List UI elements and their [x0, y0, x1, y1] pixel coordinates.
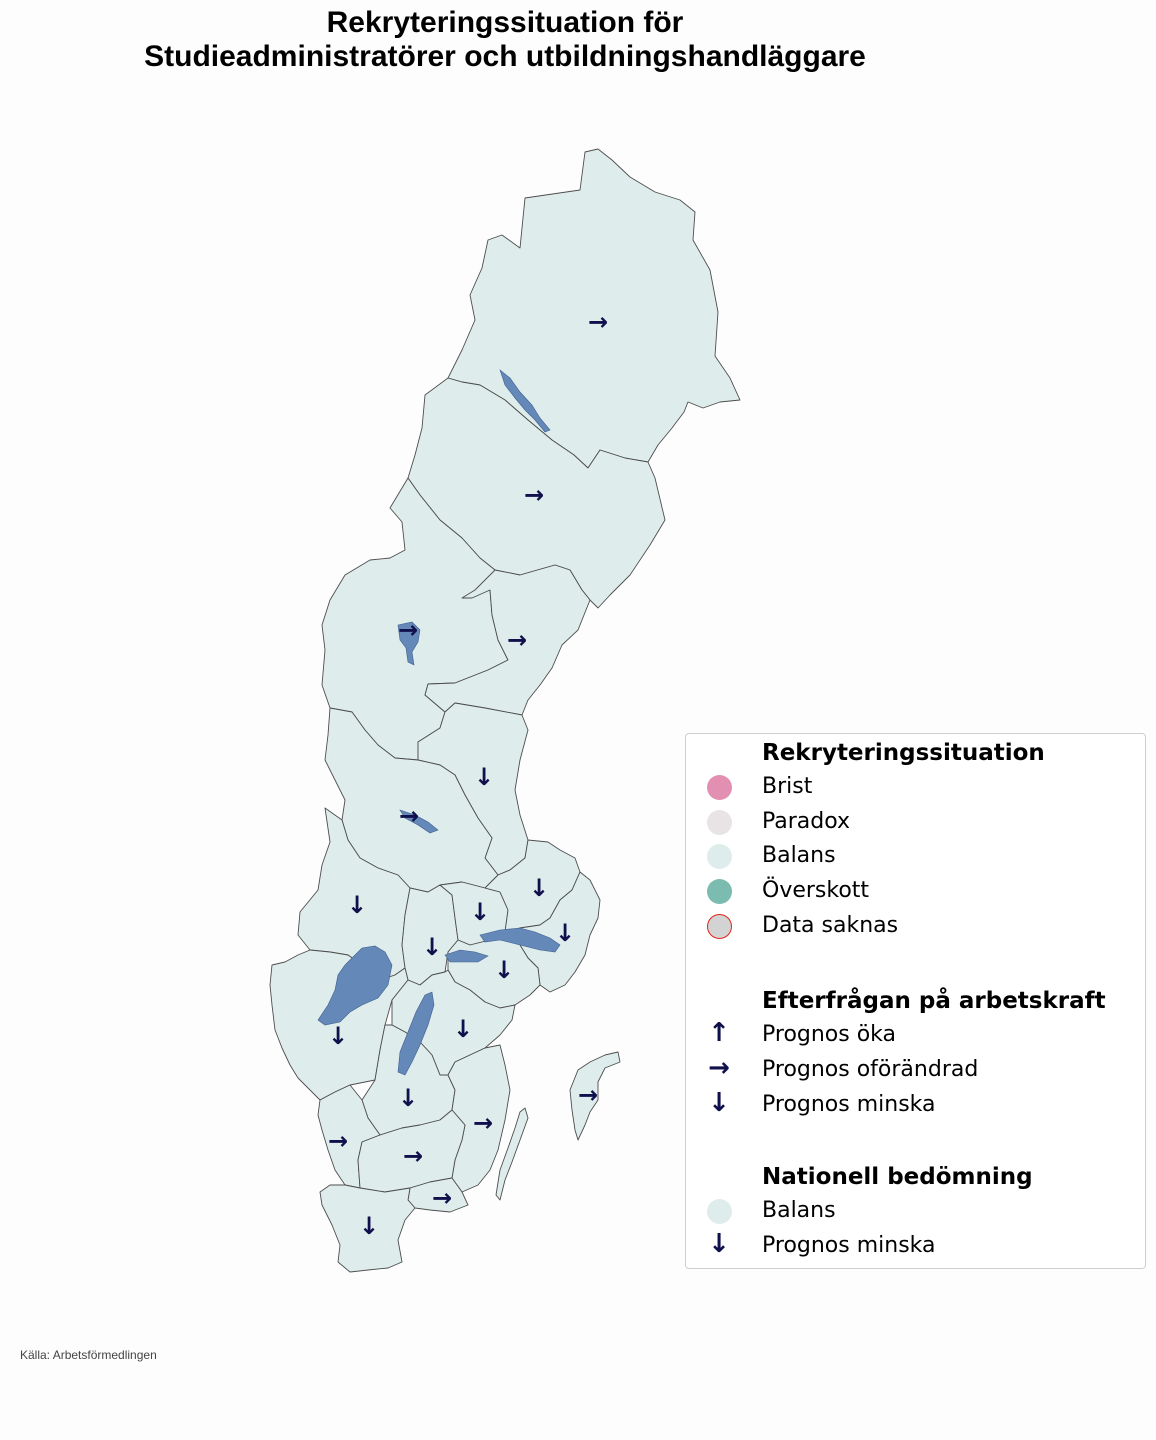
lake-vanern — [317, 945, 393, 1026]
arrow-right-icon: → — [708, 1053, 730, 1083]
arrow-down-icon: ↓ — [494, 956, 514, 984]
arrow-down-icon: ↓ — [555, 919, 575, 947]
source-note: Källa: Arbetsförmedlingen — [20, 1348, 157, 1362]
region-gotland — [569, 1051, 621, 1141]
lake-siljan — [399, 809, 439, 834]
arrow-right-icon: → — [399, 802, 419, 830]
legend-item-balans: Balans — [686, 841, 1145, 875]
legend-item-data-saknas: Data saknas — [686, 911, 1145, 945]
arrow-right-icon: → — [328, 1127, 348, 1155]
legend-item-nationell-prognos-minska: ↓ Prognos minska — [686, 1229, 1145, 1265]
legend-item-paradox: Paradox — [686, 807, 1145, 841]
legend-item-prognos-oforandrad: → Prognos oförändrad — [686, 1053, 1145, 1089]
arrow-down-icon: ↓ — [422, 933, 442, 961]
arrow-down-icon: ↓ — [708, 1229, 730, 1259]
lake-storsjon — [397, 621, 421, 666]
region-skane — [319, 1184, 416, 1273]
legend: Rekryteringssituation Brist Paradox Bala… — [685, 733, 1146, 1269]
lake-malaren — [479, 927, 561, 953]
title-line-1: Rekryteringssituation för — [326, 6, 684, 39]
legend-item-brist: Brist — [686, 772, 1145, 806]
region-oland — [495, 1107, 529, 1201]
lake-hjalmaren — [444, 949, 489, 963]
legend-item-prognos-minska: ↓ Prognos minska — [686, 1088, 1145, 1124]
arrow-right-icon: → — [588, 308, 608, 336]
arrow-down-icon: ↓ — [359, 1212, 379, 1240]
arrow-layer: → → → → ↓ → ↓ ↓ ↓ ↓ ↓ ↓ ↓ ↓ → ↓ → → → → … — [328, 308, 608, 1240]
arrow-down-icon: ↓ — [474, 763, 494, 791]
paradox-swatch-icon — [707, 810, 732, 835]
legend-heading-nationell: Nationell bedömning — [762, 1164, 1033, 1190]
legend-heading-rekrytering: Rekryteringssituation — [762, 740, 1045, 766]
title-line-2: Studieadministratörer och utbildningshan… — [144, 40, 866, 73]
arrow-up-icon: ↑ — [708, 1018, 730, 1048]
arrow-down-icon: ↓ — [398, 1084, 418, 1112]
arrow-down-icon: ↓ — [453, 1015, 473, 1043]
lake-tornetrask — [499, 369, 551, 433]
arrow-down-icon: ↓ — [347, 891, 367, 919]
arrow-down-icon: ↓ — [529, 874, 549, 902]
lake-vattern — [397, 991, 435, 1076]
balans-swatch-icon — [707, 1199, 732, 1224]
legend-item-nationell-balans: Balans — [686, 1196, 1145, 1230]
arrow-down-icon: ↓ — [708, 1088, 730, 1118]
legend-item-overskott: Överskott — [686, 876, 1145, 910]
data-saknas-swatch-icon — [707, 914, 732, 939]
arrow-right-icon: → — [578, 1081, 598, 1109]
brist-swatch-icon — [707, 775, 732, 800]
arrow-right-icon: → — [398, 616, 418, 644]
arrow-right-icon: → — [507, 626, 527, 654]
overskott-swatch-icon — [707, 879, 732, 904]
arrow-right-icon: → — [432, 1184, 452, 1212]
legend-item-prognos-oka: ↑ Prognos öka — [686, 1018, 1145, 1054]
arrow-down-icon: ↓ — [470, 898, 490, 926]
arrow-down-icon: ↓ — [328, 1022, 348, 1050]
arrow-right-icon: → — [524, 481, 544, 509]
balans-swatch-icon — [707, 844, 732, 869]
arrow-right-icon: → — [473, 1109, 493, 1137]
map-title: Rekryteringssituation för Studieadminist… — [0, 6, 1010, 74]
legend-heading-efterfragan: Efterfrågan på arbetskraft — [762, 988, 1106, 1014]
arrow-right-icon: → — [403, 1142, 423, 1170]
